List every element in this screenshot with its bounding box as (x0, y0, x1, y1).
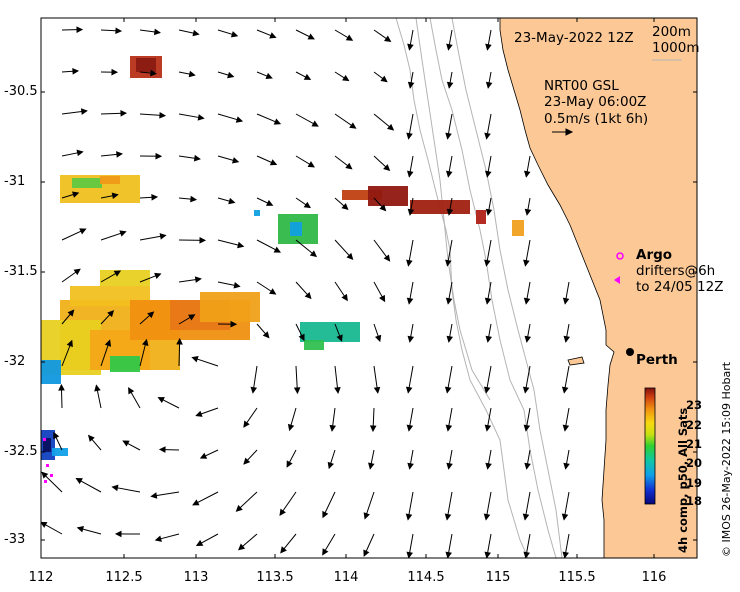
x-tick-label: 115.5 (558, 570, 596, 585)
argo-marker (616, 252, 624, 260)
y-tick-label: -32.5 (4, 444, 38, 459)
x-tick-label: 116 (641, 570, 667, 585)
colorbar-tick: 19 (686, 476, 703, 490)
colorbar-tick: 20 (686, 456, 703, 470)
contour-legend-deep: 1000m (652, 40, 700, 56)
colorbar-tick: 23 (686, 398, 703, 412)
x-tick-label: 112.5 (105, 570, 143, 585)
y-tick-label: -31.5 (4, 264, 38, 279)
argo-label: Argo (636, 247, 673, 263)
drifters-label-line1: drifters@6h (636, 263, 716, 279)
colorbar-tick: 21 (686, 437, 703, 451)
x-tick-label: 113 (183, 570, 209, 585)
map-date: 23-May-2022 12Z (514, 30, 634, 46)
colorbar-tick: 18 (686, 494, 703, 508)
y-tick-label: -31 (4, 174, 26, 189)
colorbar (644, 387, 656, 505)
bathymetry-contours (395, 18, 563, 558)
current-scale-arrow (552, 128, 574, 136)
drifter-legend-marker (614, 276, 620, 284)
drifters-label-line2: to 24/05 12Z (636, 279, 724, 295)
drifter-tracks (43, 438, 53, 483)
contour-legend-shallow: 200m (652, 24, 691, 40)
credit-text: © IMOS 26-May-2022 15:09 Hobart (720, 361, 733, 557)
current-source: NRT00 GSL (544, 78, 619, 94)
y-tick-label: -33 (4, 532, 26, 547)
colorbar-tick: 22 (686, 418, 703, 432)
y-tick-label: -30.5 (4, 84, 38, 99)
x-tick-label: 112 (28, 570, 54, 585)
x-tick-label: 113.5 (256, 570, 294, 585)
rottnest-island (567, 356, 585, 366)
x-tick-label: 114 (333, 570, 359, 585)
colorbar-title: 4h comp, p50, All Sats (676, 407, 690, 553)
y-tick-label: -32 (4, 354, 26, 369)
current-vectors (41, 26, 571, 558)
x-tick-label: 114.5 (407, 570, 445, 585)
perth-marker (626, 348, 634, 356)
sst-patches (41, 56, 524, 460)
plot-frame (40, 17, 698, 559)
current-scale-label: 0.5m/s (1kt 6h) (544, 111, 649, 127)
current-time: 23-May 06:00Z (544, 94, 647, 110)
city-label-perth: Perth (636, 352, 678, 368)
x-tick-label: 115 (485, 570, 511, 585)
